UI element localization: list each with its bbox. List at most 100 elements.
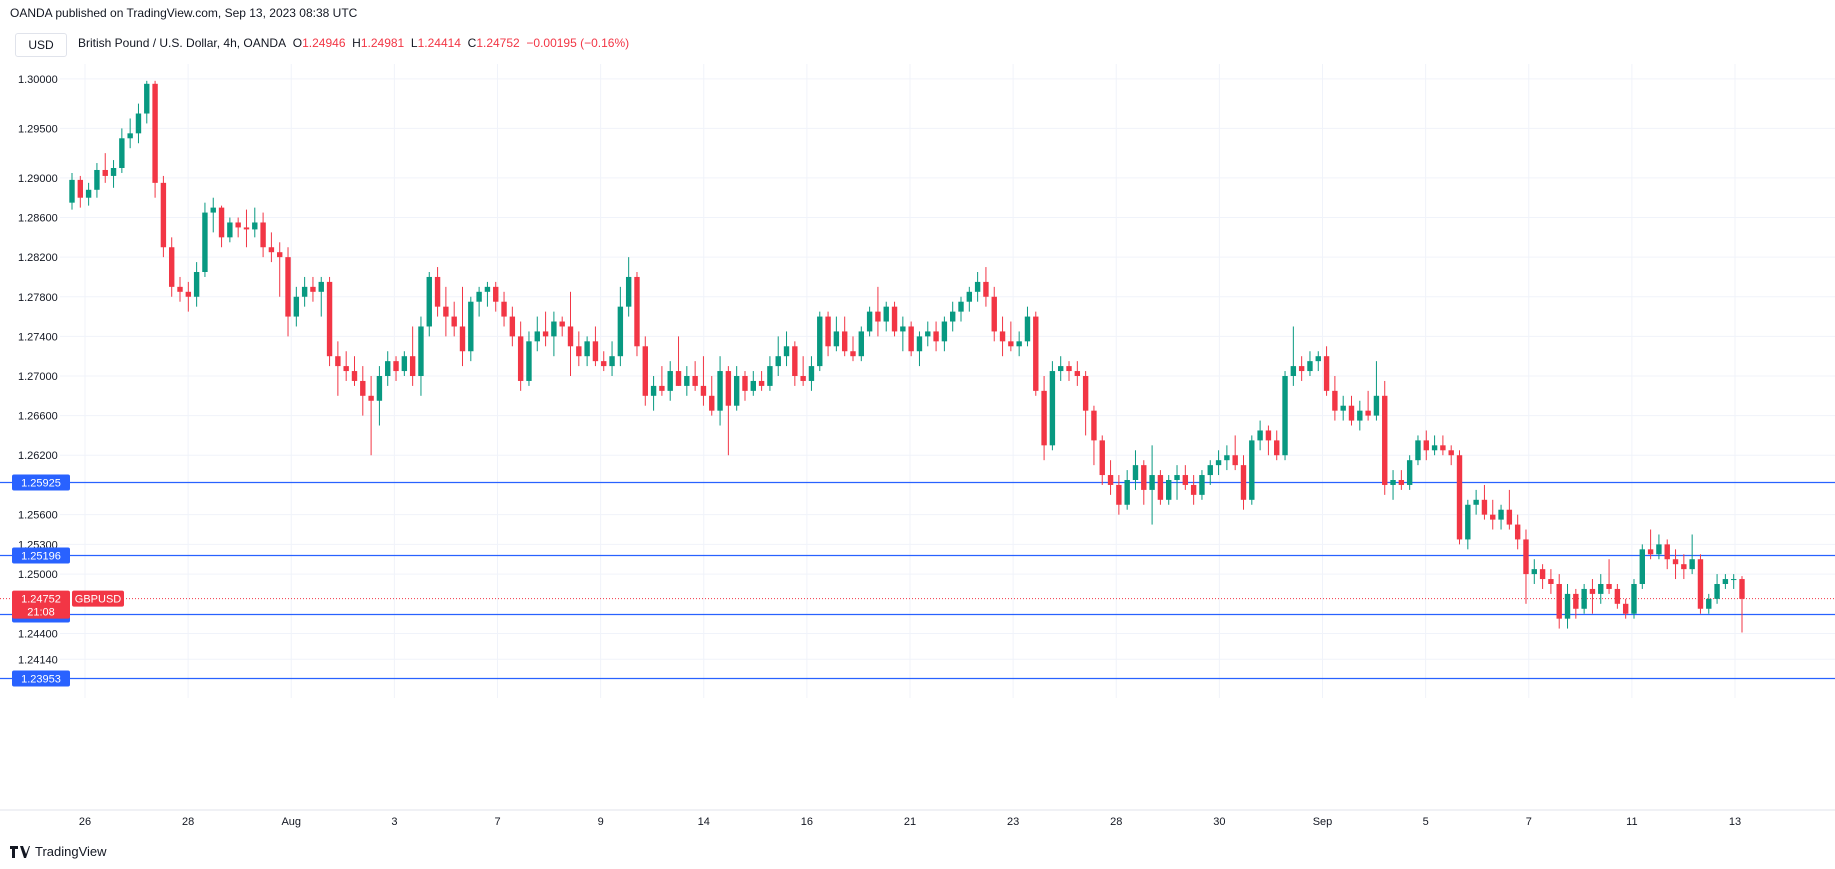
candle <box>1182 465 1189 490</box>
candle-body <box>351 371 358 381</box>
candle <box>1290 326 1297 386</box>
candle <box>534 316 540 352</box>
candle <box>393 356 399 381</box>
candle-body <box>1448 450 1454 456</box>
candle-body <box>1290 366 1297 376</box>
candle <box>891 301 898 337</box>
candle <box>983 267 989 307</box>
price-tick-label: 1.29000 <box>18 173 58 185</box>
candle-body <box>576 346 582 357</box>
candle <box>69 172 75 210</box>
low-label: L <box>410 36 418 50</box>
price-tick-label: 1.30000 <box>18 74 58 86</box>
grid <box>60 64 1835 698</box>
candle-body <box>459 326 466 352</box>
candle-body <box>1274 440 1280 456</box>
candle-body <box>385 361 391 376</box>
candle-body <box>135 113 142 134</box>
close-value: 1.24752 <box>476 36 520 50</box>
candle <box>592 326 599 367</box>
tradingview-logo[interactable]: TradingView <box>10 844 107 859</box>
candle <box>775 336 781 376</box>
candle <box>1132 450 1139 490</box>
candle-body <box>1382 395 1388 485</box>
candle-body <box>1182 475 1189 485</box>
candle <box>725 366 732 456</box>
candle-body <box>999 331 1006 342</box>
candle-body <box>260 222 266 248</box>
time-tick-label: 23 <box>1007 816 1019 828</box>
candle-body <box>1357 410 1363 421</box>
candle-body <box>1107 475 1114 485</box>
level-badge-label: 1.25925 <box>21 478 61 490</box>
candle <box>883 301 889 332</box>
candle-body <box>1622 603 1629 614</box>
candle <box>409 326 416 386</box>
candle-body <box>277 252 283 258</box>
candle-body <box>1008 341 1014 347</box>
candle <box>1149 445 1155 525</box>
candle-body <box>1199 475 1205 495</box>
candle-body <box>1315 356 1321 362</box>
candle <box>1423 430 1429 461</box>
candle <box>160 175 167 258</box>
candle <box>1398 470 1405 490</box>
candle-body <box>875 311 881 322</box>
open-label: O <box>292 36 303 50</box>
candle <box>1365 390 1371 421</box>
candle <box>1598 574 1604 604</box>
candle <box>476 286 482 317</box>
candle <box>1107 460 1114 495</box>
candle-body <box>1348 405 1355 421</box>
candle <box>144 80 150 124</box>
candle <box>1739 576 1745 633</box>
candle <box>999 316 1006 357</box>
candle-body <box>210 207 216 213</box>
candle-body <box>393 361 399 372</box>
candle-body <box>144 83 150 114</box>
candle-body <box>933 331 939 342</box>
candle <box>1091 405 1097 466</box>
candle <box>841 316 848 357</box>
candle <box>1232 435 1238 471</box>
candle <box>368 376 374 456</box>
candle-body <box>650 385 657 396</box>
candle <box>268 232 275 263</box>
candle-body <box>252 222 258 230</box>
level-badge-label: 1.23953 <box>21 674 61 686</box>
candle <box>1074 361 1081 386</box>
candle <box>1116 475 1122 515</box>
candle-body <box>1589 588 1596 594</box>
currency-button[interactable]: USD <box>15 33 67 57</box>
candle-body <box>916 336 923 352</box>
candle-body <box>1232 455 1238 466</box>
candle <box>1481 484 1488 520</box>
candle-body <box>1116 484 1122 505</box>
candle <box>551 311 557 357</box>
candle <box>1257 420 1263 451</box>
low-value: 1.24414 <box>417 36 461 50</box>
candle-body <box>169 247 175 287</box>
candle <box>908 321 914 357</box>
candle <box>1274 430 1280 461</box>
time-tick-label: 7 <box>494 816 500 828</box>
candle-body <box>542 331 549 337</box>
high-value: 1.24981 <box>360 36 405 50</box>
candle-body <box>551 321 557 337</box>
candle-body <box>1307 361 1313 372</box>
symbol-description[interactable]: British Pound / U.S. Dollar, 4h, OANDA <box>78 36 287 50</box>
candle-body <box>991 296 997 332</box>
candle-body <box>692 376 698 386</box>
candle <box>301 276 308 307</box>
candle <box>659 366 665 396</box>
candle <box>1215 450 1222 476</box>
candle <box>1730 574 1737 589</box>
candle <box>667 361 673 401</box>
candle <box>517 321 524 391</box>
candle-body <box>1498 509 1504 520</box>
candle <box>202 202 208 277</box>
candle-body <box>1058 366 1064 372</box>
change-value: −0.00195 (−0.16%) <box>526 36 630 50</box>
candle-body <box>1456 455 1463 540</box>
